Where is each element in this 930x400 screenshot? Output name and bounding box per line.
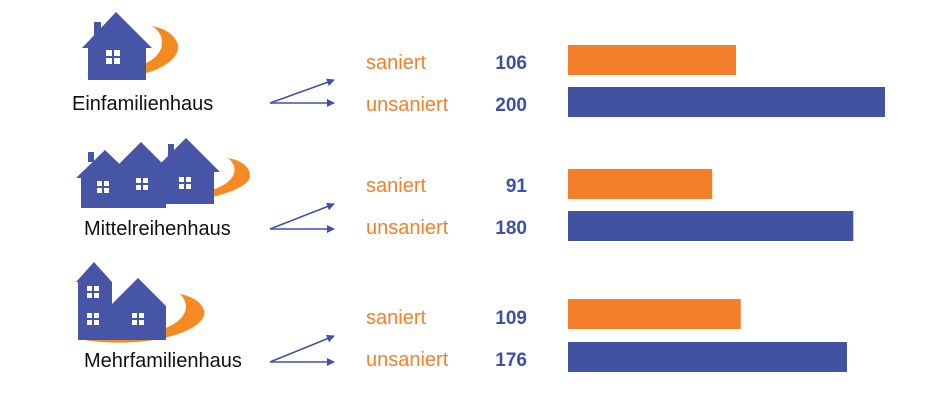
value-label: 91 <box>506 176 528 197</box>
bar-saniert <box>568 169 713 199</box>
series-label: saniert <box>366 175 426 197</box>
bar-unsaniert <box>568 211 854 241</box>
apartment-building-icon <box>76 262 205 343</box>
arrow-icon <box>269 78 335 107</box>
bar-unsaniert <box>568 87 885 117</box>
value-label: 176 <box>495 350 527 371</box>
row-houses-icon <box>76 138 250 208</box>
group-einfamilienhaus: Einfamilienhaus saniert unsaniert 106 20… <box>72 12 885 117</box>
series-label: unsaniert <box>366 349 449 371</box>
series-label: saniert <box>366 307 426 329</box>
bar-saniert <box>568 299 741 329</box>
bar-saniert <box>568 45 737 75</box>
series-label: saniert <box>366 52 426 74</box>
bar-unsaniert <box>568 342 847 372</box>
arrow-icon <box>269 202 335 233</box>
category-label: Mehrfamilienhaus <box>84 350 242 372</box>
value-label: 180 <box>495 218 527 239</box>
category-label: Einfamilienhaus <box>72 93 213 115</box>
arrow-icon <box>269 334 335 366</box>
single-house-icon <box>82 12 179 80</box>
group-mittelreihenhaus: Mittelreihenhaus saniert unsaniert 91 18… <box>76 138 854 241</box>
value-label: 200 <box>495 95 527 116</box>
category-label: Mittelreihenhaus <box>84 218 231 240</box>
series-label: unsaniert <box>366 217 449 239</box>
group-mehrfamilienhaus: Mehrfamilienhaus saniert unsaniert 109 1… <box>76 262 847 372</box>
value-label: 106 <box>495 53 527 74</box>
series-label: unsaniert <box>366 94 449 116</box>
value-label: 109 <box>495 308 527 329</box>
